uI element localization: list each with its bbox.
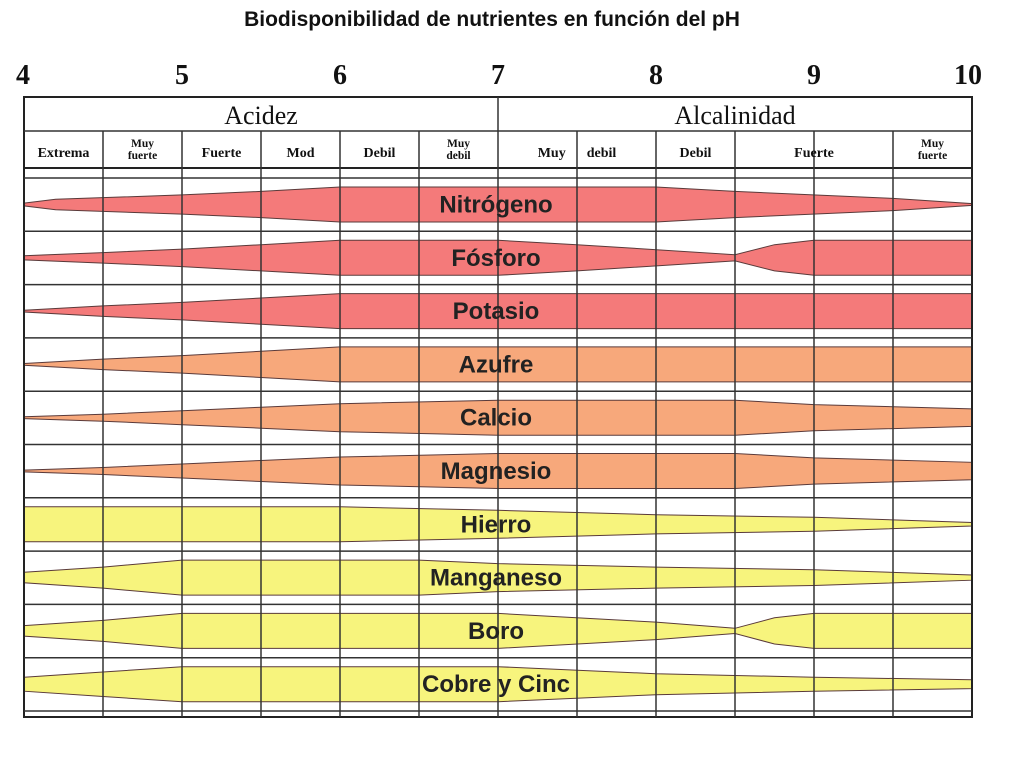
ph-tick-label-7: 7 — [491, 60, 505, 91]
intensity-label: Muy — [131, 138, 154, 150]
intensity-label: Muy — [921, 138, 944, 150]
grid — [23, 96, 973, 718]
intensity-label: Fuerte — [794, 146, 834, 161]
ph-tick-label-5: 5 — [175, 60, 189, 91]
page-title: Biodisponibilidad de nutrientes en funci… — [244, 8, 740, 31]
nutrient-label-nitrogeno: Nitrógeno — [439, 192, 552, 219]
ph-tick-label-4: 4 — [16, 60, 30, 91]
intensity-label: debil — [446, 150, 470, 162]
nutrient-label-magnesio: Magnesio — [441, 458, 552, 485]
nutrient-label-calcio: Calcio — [460, 405, 532, 432]
nutrient-label-fosforo: Fósforo — [451, 245, 540, 272]
nutrient-label-azufre: Azufre — [459, 351, 534, 378]
group-label-alcalinidad: Alcalinidad — [674, 101, 795, 130]
intensity-label: fuerte — [128, 150, 157, 162]
ph-scale-numbers: 4 5 6 7 8 9 10 — [16, 60, 982, 91]
intensity-label: fuerte — [918, 150, 947, 162]
intensity-label: Debil — [364, 146, 396, 161]
nutrient-label-potasio: Potasio — [453, 298, 540, 325]
intensity-label: Muy — [447, 138, 470, 150]
group-label-acidez: Acidez — [224, 101, 298, 130]
intensity-label: Mod — [287, 146, 315, 161]
ph-tick-label-8: 8 — [649, 60, 663, 91]
nutrient-label-manganeso: Manganeso — [430, 565, 562, 592]
intensity-label: Muy debil — [538, 146, 617, 161]
ph-tick-label-6: 6 — [333, 60, 347, 91]
nutrient-labels: Nitrógeno Fósforo Potasio Azufre Calcio Magne… — [422, 192, 570, 699]
intensity-label: Extrema — [38, 146, 90, 161]
intensity-label: Fuerte — [202, 146, 242, 161]
nutrient-label-boro: Boro — [468, 618, 524, 645]
nutrient-label-hierro: Hierro — [461, 511, 532, 538]
nutrient-label-cobre-y-cinc: Cobre y Cinc — [422, 671, 570, 698]
ph-tick-label-10: 10 — [954, 60, 982, 91]
intensity-label: Debil — [680, 146, 712, 161]
ph-tick-label-9: 9 — [807, 60, 821, 91]
